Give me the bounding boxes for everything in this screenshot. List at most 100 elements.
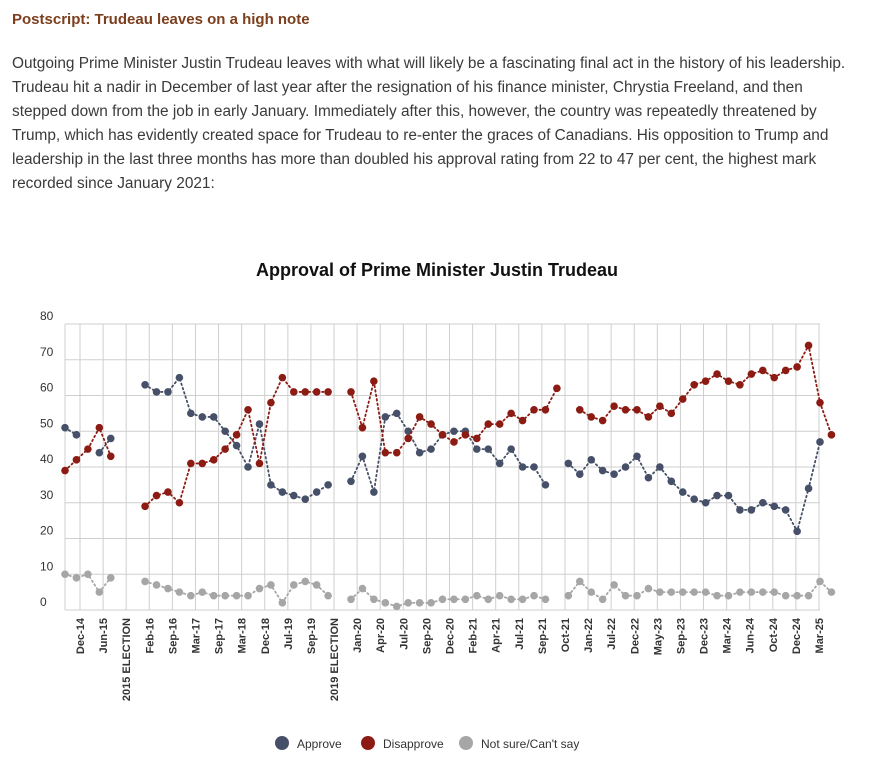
- data-point: [759, 588, 767, 596]
- data-point: [736, 380, 744, 389]
- y-axis: 0 10 20 30 40 50 60 70 80: [40, 309, 54, 609]
- grid-layer: [64, 323, 820, 611]
- data-point: [312, 388, 321, 396]
- data-point: [598, 416, 607, 425]
- y-tick-label: 60: [40, 381, 54, 395]
- x-tick-label: Sep-21: [537, 618, 549, 654]
- data-point: [358, 584, 367, 593]
- data-point: [141, 502, 149, 511]
- data-point: [450, 438, 458, 446]
- x-tick-label: Dec-22: [629, 618, 641, 654]
- x-tick-label: Sep-16: [167, 618, 179, 654]
- data-point: [667, 477, 676, 486]
- data-point: [827, 588, 836, 596]
- data-point: [370, 377, 378, 386]
- data-point: [255, 459, 264, 468]
- data-point: [678, 488, 687, 496]
- legend-item: Approve: [275, 736, 342, 751]
- data-point: [633, 406, 641, 414]
- data-point: [575, 406, 584, 414]
- data-point: [587, 413, 596, 421]
- data-point: [301, 388, 310, 396]
- data-point: [530, 463, 538, 471]
- data-point: [152, 581, 161, 589]
- data-point: [427, 445, 435, 453]
- x-tick-label: 2019 ELECTION: [329, 618, 341, 701]
- series-layer: [61, 341, 836, 611]
- data-point: [278, 488, 287, 496]
- x-tick-label: Jan-22: [583, 618, 595, 653]
- data-point: [312, 488, 321, 496]
- data-point: [541, 595, 550, 604]
- data-point: [381, 448, 390, 457]
- data-point: [324, 481, 332, 489]
- data-point: [141, 380, 149, 389]
- legend-marker: [275, 736, 289, 750]
- data-point: [438, 431, 447, 439]
- data-point: [747, 588, 756, 596]
- data-point: [450, 595, 458, 604]
- data-point: [198, 459, 207, 468]
- data-point: [610, 402, 618, 411]
- x-tick-label: Dec-24: [791, 617, 803, 654]
- data-point: [793, 363, 801, 371]
- data-point: [461, 431, 470, 439]
- data-point: [61, 466, 69, 475]
- data-point: [392, 448, 401, 457]
- data-point: [312, 581, 321, 589]
- data-point: [209, 591, 218, 600]
- data-point: [152, 491, 161, 500]
- x-tick-label: Jul-19: [283, 618, 295, 650]
- series-line: [567, 441, 821, 534]
- legend-marker: [459, 736, 473, 750]
- data-point: [370, 595, 378, 604]
- x-tick-label: Mar-17: [190, 618, 202, 653]
- data-point: [141, 577, 149, 586]
- legend-label: Not sure/Can't say: [481, 737, 579, 751]
- data-point: [713, 491, 721, 500]
- data-point: [541, 481, 550, 489]
- x-tick-label: Sep-20: [421, 618, 433, 654]
- data-point: [644, 473, 653, 482]
- series-0: [61, 373, 824, 536]
- article-heading: Postscript: Trudeau leaves on a high not…: [12, 11, 310, 28]
- data-point: [301, 495, 310, 503]
- data-point: [656, 402, 664, 411]
- data-point: [255, 584, 264, 593]
- legend-item: Disapprove: [361, 736, 444, 751]
- data-point: [724, 591, 733, 600]
- legend-label: Disapprove: [383, 737, 444, 751]
- data-point: [736, 506, 744, 514]
- data-point: [518, 416, 527, 425]
- data-point: [152, 388, 161, 396]
- data-point: [324, 388, 332, 396]
- data-point: [61, 423, 69, 432]
- legend: Approve Disapprove Not sure/Can't say: [275, 736, 579, 751]
- data-point: [232, 591, 241, 600]
- x-tick-label: Feb-16: [144, 618, 156, 653]
- data-point: [495, 420, 504, 428]
- data-point: [690, 588, 698, 596]
- data-point: [793, 527, 801, 536]
- legend-label: Approve: [297, 737, 342, 751]
- data-point: [415, 599, 424, 607]
- y-tick-label: 50: [40, 416, 54, 430]
- x-tick-label: Apr-21: [491, 618, 503, 653]
- data-point: [690, 380, 698, 389]
- y-tick-label: 70: [40, 345, 54, 359]
- data-point: [793, 591, 801, 600]
- data-point: [530, 591, 538, 600]
- data-point: [633, 452, 641, 461]
- x-tick-label: Dec-20: [445, 618, 457, 654]
- data-point: [438, 595, 447, 604]
- data-point: [713, 370, 721, 378]
- data-point: [621, 406, 630, 414]
- data-point: [724, 377, 733, 386]
- data-point: [95, 448, 104, 457]
- data-point: [244, 406, 252, 414]
- data-point: [770, 502, 779, 511]
- data-point: [804, 341, 813, 350]
- series-line: [578, 342, 833, 436]
- data-point: [701, 377, 710, 386]
- series-1: [61, 341, 836, 511]
